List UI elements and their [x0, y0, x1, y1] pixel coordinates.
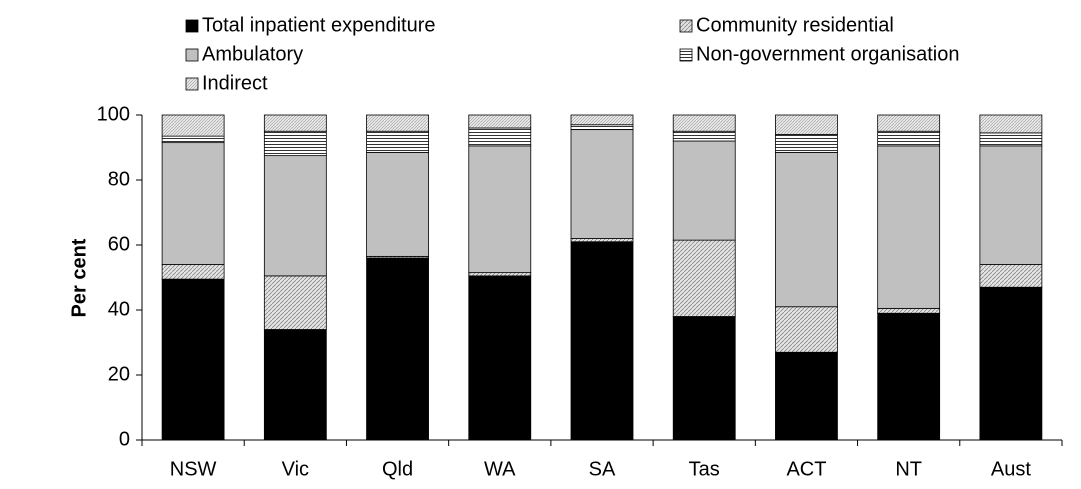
- bar-segment: [877, 145, 941, 309]
- bar-segment: [672, 316, 736, 441]
- bar-segment: [672, 130, 736, 142]
- bar-segment: [775, 114, 838, 135]
- bar-segment: [877, 114, 941, 132]
- y-tick-label: 0: [119, 428, 130, 450]
- bar-segment: [979, 132, 1043, 147]
- y-tick-label: 40: [108, 298, 130, 320]
- bar-segment: [161, 264, 225, 280]
- bar-segment: [775, 134, 838, 153]
- legend-swatch: [185, 48, 199, 62]
- bar-segment: [979, 286, 1043, 441]
- x-tick-label: NT: [895, 458, 922, 480]
- x-tick-label: NSW: [170, 458, 217, 480]
- bar-segment: [161, 114, 225, 137]
- bar-segment: [263, 130, 327, 157]
- bar-segment: [468, 127, 532, 147]
- y-tick-label: 100: [97, 103, 130, 125]
- bar-segment: [775, 306, 838, 353]
- legend-label: Indirect: [202, 72, 268, 94]
- bar-segment: [979, 264, 1043, 288]
- bar-segment: [570, 129, 634, 239]
- bar-segment: [570, 238, 634, 243]
- x-tick-label: ACT: [786, 458, 826, 480]
- y-axis-label: Per cent: [68, 238, 90, 317]
- bar-segment: [570, 241, 634, 441]
- bar-segment: [979, 145, 1043, 265]
- bar-segment: [161, 135, 225, 144]
- legend-label: Ambulatory: [202, 43, 303, 65]
- bar-segment: [672, 114, 736, 132]
- bar-segment: [366, 257, 429, 441]
- bar-segment: [570, 114, 634, 126]
- bar-segment: [263, 114, 327, 132]
- bar-segment: [263, 155, 327, 277]
- bar-segment: [877, 307, 941, 314]
- x-tick-label: Qld: [382, 458, 413, 480]
- x-tick-label: WA: [484, 458, 516, 480]
- bar-segment: [979, 114, 1043, 134]
- legend-swatch: [185, 19, 199, 33]
- bar-segment: [468, 275, 532, 441]
- bar-segment: [877, 312, 941, 441]
- legend-swatch: [679, 48, 693, 62]
- bar-segment: [366, 114, 429, 132]
- bar-segment: [775, 351, 838, 441]
- x-tick-label: Vic: [282, 458, 309, 480]
- y-tick-label: 60: [108, 233, 130, 255]
- bar-segment: [161, 142, 225, 265]
- legend-label: Community residential: [696, 14, 894, 36]
- bar-segment: [263, 275, 327, 330]
- bar-segment: [468, 145, 532, 274]
- x-tick-label: Tas: [689, 458, 720, 480]
- y-tick-label: 80: [108, 168, 130, 190]
- bar-segment: [468, 272, 532, 277]
- bar-segment: [570, 124, 634, 131]
- y-tick-label: 20: [108, 363, 130, 385]
- legend-swatch: [185, 77, 199, 91]
- bar-segment: [672, 140, 736, 241]
- bar-segment: [263, 329, 327, 441]
- bar-segment: [468, 114, 532, 129]
- legend-label: Total inpatient expenditure: [202, 14, 436, 36]
- bar-segment: [366, 130, 429, 153]
- bar-segment: [672, 239, 736, 317]
- bar-segment: [161, 278, 225, 441]
- legend-label: Non-government organisation: [696, 43, 960, 65]
- x-tick-label: SA: [589, 458, 616, 480]
- bar-segment: [877, 130, 941, 147]
- bar-segment: [775, 151, 838, 308]
- legend-swatch: [679, 19, 693, 33]
- x-tick-label: Aust: [991, 458, 1031, 480]
- bar-segment: [366, 151, 429, 257]
